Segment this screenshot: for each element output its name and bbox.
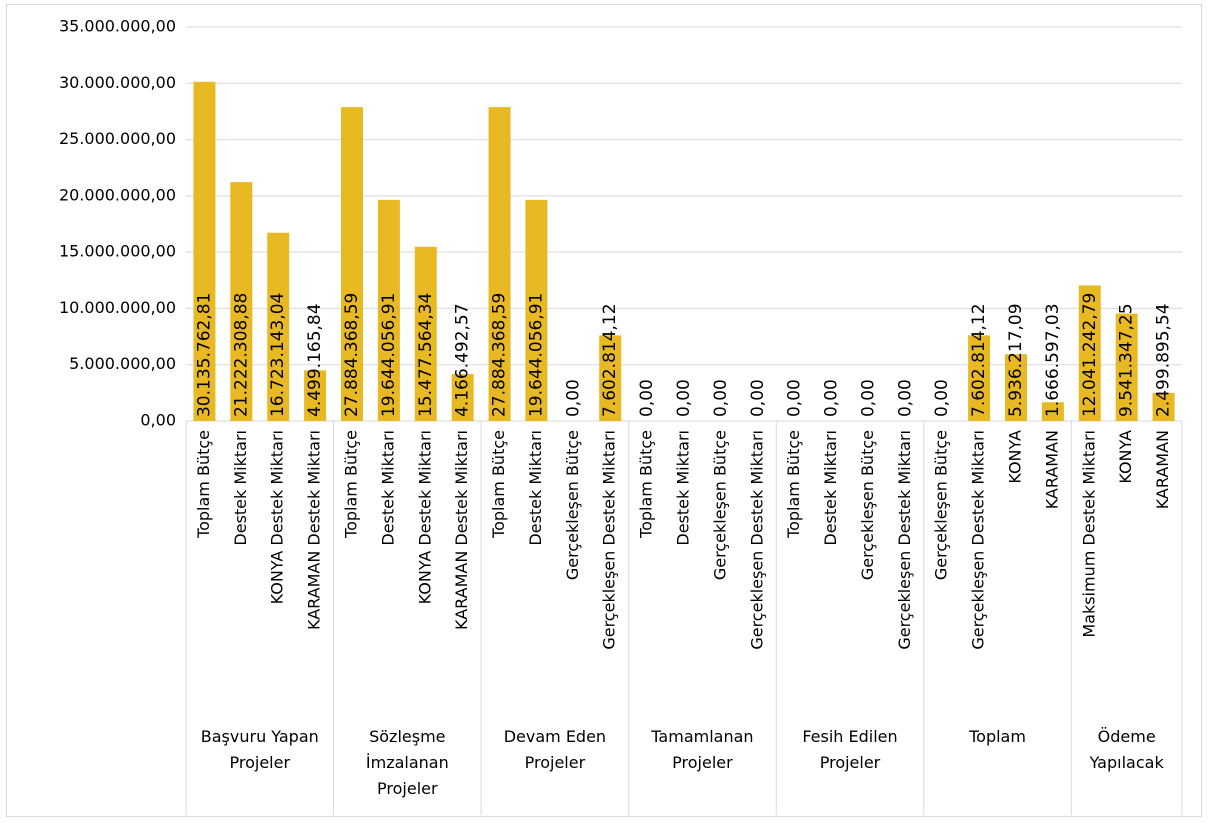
x-tick-label: Destek Miktarı (231, 430, 250, 546)
bar (525, 199, 548, 421)
y-tick-label: 5.000.000,00 (69, 354, 176, 373)
value-label: 0,00 (563, 379, 583, 417)
value-label: 7.602.814,12 (600, 303, 620, 417)
chart-frame (6, 4, 1202, 817)
x-tick-label: KARAMAN (1042, 430, 1061, 509)
bar (414, 246, 437, 421)
x-tick-label: KONYA Destek Miktarı (415, 430, 434, 604)
value-label: 9.541.347,25 (1117, 303, 1137, 417)
bar (377, 199, 400, 421)
bar (1078, 285, 1101, 421)
x-tick-label: Toplam Bütçe (489, 430, 508, 539)
bar (341, 107, 363, 421)
x-tick-label: Gerçekleşen Bütçe (858, 430, 877, 580)
bar (968, 335, 991, 421)
value-label: 0,00 (858, 379, 878, 417)
x-tick-label: Toplam Bütçe (194, 430, 213, 539)
x-tick-label: Gerçekleşen Bütçe (563, 430, 582, 580)
bar (1005, 354, 1027, 421)
bar (1152, 392, 1175, 421)
x-tick-label: KONYA (1006, 430, 1025, 484)
value-label: 0,00 (674, 379, 694, 417)
value-label: 0,00 (822, 379, 842, 417)
value-label: 4.499.165,84 (305, 303, 325, 417)
value-label: 7.602.814,12 (969, 303, 989, 417)
x-tick-label: Destek Miktarı (526, 430, 545, 546)
x-tick-label: KARAMAN Destek Miktarı (305, 430, 324, 630)
value-label: 19.644.056,91 (379, 293, 399, 417)
value-label: 15.477.564,34 (416, 293, 436, 417)
group-label: Tamamlanan Projeler (651, 727, 754, 772)
group-label: Devam Eden Projeler (503, 727, 607, 772)
group-label: Başvuru Yapan Projeler (200, 727, 319, 772)
x-tick-label: KONYA Destek Miktarı (268, 430, 287, 604)
y-tick-label: 30.000.000,00 (59, 73, 176, 92)
x-tick-label: KARAMAN Destek Miktarı (452, 430, 471, 630)
bar (488, 107, 511, 421)
bar (1115, 313, 1138, 421)
x-tick-label: Gerçekleşen Bütçe (710, 430, 729, 580)
bar (1041, 402, 1064, 421)
x-tick-label: Gerçekleşen Destek Miktarı (600, 430, 619, 650)
x-tick-label: KONYA (1116, 430, 1135, 484)
value-label: 0,00 (895, 379, 915, 417)
y-tick-label: 0,00 (140, 411, 176, 430)
group-label: Sözleşme İmzalanan Projeler (365, 727, 449, 798)
x-tick-label: Maksimum Destek Miktarı (1079, 430, 1098, 638)
x-tick-label: Toplam Bütçe (637, 430, 656, 539)
x-tick-label: Toplam Bütçe (342, 430, 361, 539)
bar (599, 335, 622, 421)
x-tick-label: Destek Miktarı (674, 430, 693, 546)
value-label: 19.644.056,91 (526, 293, 546, 417)
value-label: 21.222.308,88 (231, 293, 251, 417)
x-tick-label: Toplam Bütçe (784, 430, 803, 539)
value-label: 27.884.368,59 (342, 293, 362, 417)
y-tick-label: 25.000.000,00 (59, 129, 176, 148)
x-tick-label: Gerçekleşen Destek Miktarı (747, 430, 766, 650)
x-tick-label: Gerçekleşen Destek Miktarı (895, 430, 914, 650)
x-tick-label: KARAMAN (1153, 430, 1172, 509)
group-label: Toplam (969, 727, 1026, 746)
group-label: Fesih Edilen Projeler (802, 727, 898, 772)
bar (193, 81, 216, 421)
value-label: 0,00 (711, 379, 731, 417)
value-label: 1.666.597,03 (1043, 303, 1063, 417)
bar (451, 374, 474, 421)
value-label: 4.166.492,57 (453, 303, 473, 417)
value-label: 0,00 (748, 379, 768, 417)
x-tick-label: Gerçekleşen Bütçe (932, 430, 951, 580)
value-label: 12.041.242,79 (1080, 293, 1100, 417)
value-label: 2.499.895,54 (1154, 303, 1174, 417)
x-tick-label: Destek Miktarı (821, 430, 840, 546)
value-label: 0,00 (932, 379, 952, 417)
group-label: Ödeme Yapılacak (1089, 727, 1164, 772)
value-label: 16.723.143,04 (268, 293, 288, 417)
bar (304, 370, 327, 421)
y-tick-label: 10.000.000,00 (59, 298, 176, 317)
value-label: 27.884.368,59 (490, 293, 510, 417)
x-tick-label: Gerçekleşen Destek Miktarı (969, 430, 988, 650)
bar (267, 232, 290, 421)
y-tick-label: 35.000.000,00 (59, 17, 176, 36)
y-tick-label: 20.000.000,00 (59, 185, 176, 204)
value-label: 30.135.762,81 (194, 293, 214, 417)
y-tick-label: 15.000.000,00 (59, 242, 176, 261)
value-label: 0,00 (785, 379, 805, 417)
value-label: 5.936.217,09 (1006, 303, 1026, 417)
x-tick-label: Destek Miktarı (378, 430, 397, 546)
bar (230, 182, 253, 421)
value-label: 0,00 (637, 379, 657, 417)
